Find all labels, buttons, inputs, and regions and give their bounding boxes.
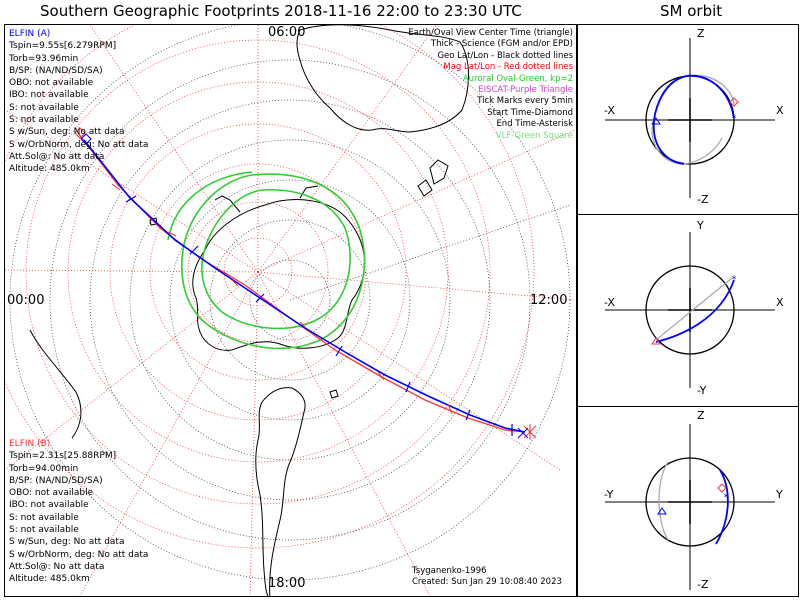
sm-xy-left-label: -X — [604, 296, 615, 309]
elfin-b-line: B/SP: (NA/ND/SD/SA) — [9, 475, 103, 486]
legend-item: EISCAT-Purple Triangle — [478, 85, 573, 96]
map-frame — [4, 24, 577, 597]
elfin-b-line: S: not available — [9, 525, 79, 536]
legend-item: Start Time-Diamond — [487, 107, 573, 118]
elfin-b-info: ELFIN (B) Tspin=2.31s[25.88RPM] Torb=94.… — [9, 438, 148, 586]
legend-item: Tick Marks every 5min — [477, 96, 573, 107]
elfin-a-start-diamond — [80, 133, 92, 145]
elfin-a-line: Altitude: 485.0km — [9, 164, 90, 175]
map-title: Southern Geographic Footprints 2018-11-1… — [40, 2, 522, 20]
svg-text:*: * — [732, 114, 737, 124]
elfin-b-line: Tspin=2.31s[25.88RPM] — [9, 451, 117, 462]
elfin-b-ticks — [111, 183, 453, 415]
elfin-a-line: B/SP: (NA/ND/SD/SA) — [9, 65, 103, 76]
auroral-oval — [167, 171, 366, 350]
elfin-a-ticks — [125, 195, 513, 436]
legend-item: VLF-Green Square — [495, 130, 573, 141]
svg-text:*: * — [724, 493, 729, 503]
sm-yz-bottom-label: -Z — [697, 578, 709, 591]
elfin-b-name: ELFIN (B) — [9, 439, 51, 449]
sm-xy-top-label: Y — [697, 219, 704, 232]
clock-label-right: 12:00 — [530, 293, 568, 308]
sm-xy-right-label: X — [776, 296, 784, 309]
sm-xz-top-label: Z — [697, 27, 705, 40]
elfin-b-line: IBO: not available — [9, 500, 89, 511]
elfin-a-line: S: not available — [9, 102, 79, 113]
elfin-a-line: Att.Sol@: No att data — [9, 151, 105, 162]
elfin-b-line: Altitude: 485.0km — [9, 574, 90, 585]
clock-label-top: 06:00 — [268, 25, 306, 40]
clock-label-left: 00:00 — [7, 293, 45, 308]
legend-item: Geo Lat/Lon - Black dotted lines — [437, 50, 573, 61]
elfin-a-line: Torb=93.96min — [9, 53, 79, 64]
sm-yz-top-label: Z — [697, 409, 705, 422]
sm-orbit-title: SM orbit — [660, 2, 723, 20]
sm-panel-xy: * — [605, 232, 775, 388]
legend-item: Earth/Oval View Center Time (triangle) — [408, 28, 573, 38]
legend-item: End Time-Asterisk — [496, 119, 573, 130]
elfin-a-info: ELFIN (A) Tspin=9.55s[6.279RPM] Torb=93.… — [9, 28, 148, 176]
elfin-b-line: Att.Sol@: No att data — [9, 561, 105, 572]
clock-label-bottom: 18:00 — [268, 576, 306, 591]
elfin-b-line: OBO: not available — [9, 488, 94, 499]
elfin-b-line: S w/Sun, deg: No att data — [9, 537, 125, 548]
legend-item: Mag Lat/Lon - Red dotted lines — [443, 62, 573, 73]
elfin-a-track — [83, 139, 526, 433]
geo-grid — [9, 25, 571, 581]
svg-text:*: * — [732, 275, 737, 285]
elfin-a-end-asterisk — [517, 427, 529, 439]
sm-yz-left-label: -Y — [604, 488, 614, 501]
elfin-a-line: OBO: not available — [9, 78, 94, 89]
elfin-b-line: Torb=94.00min — [9, 463, 79, 474]
legend: Earth/Oval View Center Time (triangle) T… — [408, 28, 573, 142]
legend-item: Thick - Science (FGM and/or EPD) — [430, 39, 573, 50]
elfin-a-line: S w/Sun, deg: No att data — [9, 127, 125, 138]
elfin-b-line: S w/OrbNorm, deg: No att data — [9, 549, 149, 560]
elfin-a-name: ELFIN (A) — [9, 29, 51, 39]
elfin-b-track — [77, 132, 526, 433]
elfin-b-start-diamond — [74, 127, 86, 139]
sm-xz-left-label: -X — [604, 104, 615, 117]
model-name: Tsyganenko-1996 — [412, 566, 487, 576]
elfin-a-line: IBO: not available — [9, 90, 89, 101]
sm-xz-right-label: X — [776, 104, 784, 117]
sm-xy-bottom-label: -Y — [697, 384, 707, 397]
legend-item: Auroral Oval-Green, kp=2 — [462, 73, 573, 84]
elfin-a-line: S w/OrbNorm, deg: No att data — [9, 139, 149, 150]
mag-grid — [5, 25, 576, 596]
sm-panel-yz: * — [605, 424, 775, 590]
sm-yz-right-label: Y — [776, 488, 783, 501]
sm-xz-bottom-label: -Z — [697, 193, 709, 206]
sm-panel-xz: * — [605, 38, 775, 198]
elfin-b-end-asterisk — [523, 424, 537, 440]
elfin-a-line: Tspin=9.55s[6.279RPM] — [9, 41, 117, 52]
sm-panel-frame-yz — [577, 406, 799, 597]
footer: Tsyganenko-1996 Created: Sun Jan 29 10:0… — [412, 566, 562, 588]
elfin-a-line: S: not available — [9, 115, 79, 126]
created-timestamp: Created: Sun Jan 29 10:08:40 2023 — [412, 577, 562, 587]
elfin-b-line: S: not available — [9, 512, 79, 523]
